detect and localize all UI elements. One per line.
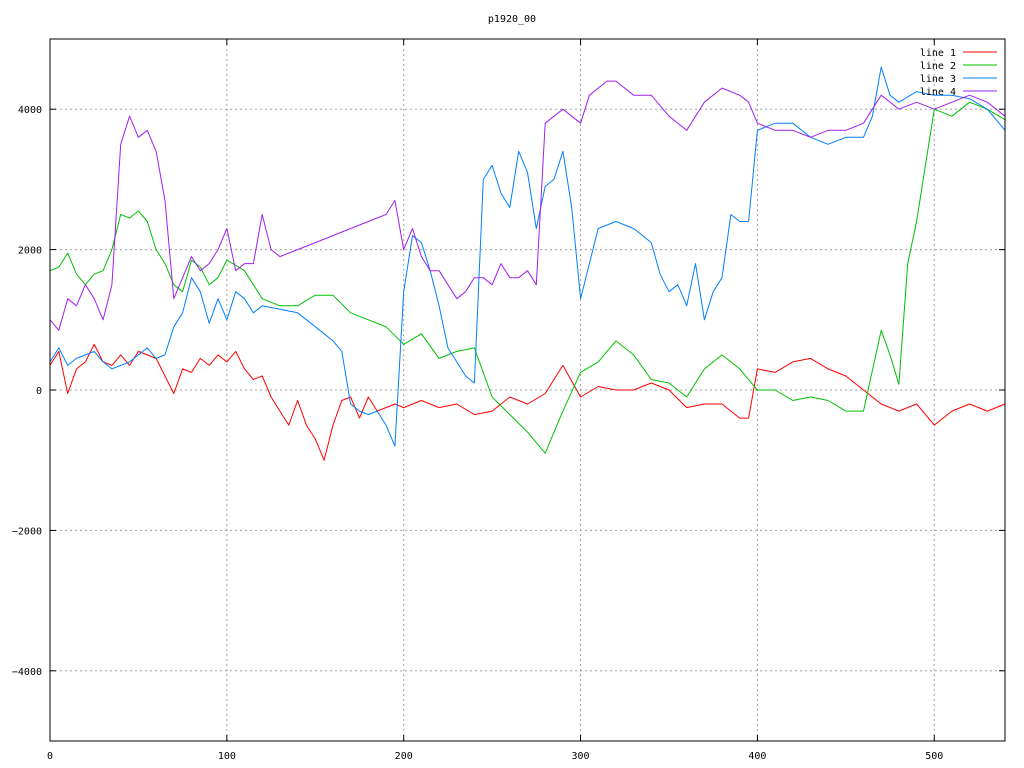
series-line-3: [49, 66, 1006, 447]
x-tick-label: 0: [47, 751, 53, 762]
series-line-4: [49, 80, 1006, 331]
legend: line 1 line 2 line 3 line 4: [920, 48, 997, 98]
x-tick-label: 100: [218, 751, 236, 762]
y-tick-label: 0: [36, 386, 42, 397]
legend-label: line 4: [920, 87, 956, 98]
y-tick-label: 2000: [18, 246, 42, 257]
series-line-2: [49, 101, 1006, 454]
tick-labels: 0 100 200 300 400 500 −4000 −2000 0 2000 4000: [12, 105, 943, 762]
grid-lines: [49, 39, 1005, 741]
x-tick-label: 200: [395, 751, 413, 762]
y-tick-label: 4000: [18, 105, 42, 116]
series-line-1: [49, 343, 1006, 461]
chart-title: p1920_00: [488, 14, 536, 25]
x-tick-label: 400: [748, 751, 766, 762]
y-tick-label: −4000: [12, 667, 42, 678]
legend-label: line 2: [920, 61, 956, 72]
plot-series: [49, 66, 1006, 461]
plot-frame: [49, 38, 1006, 742]
legend-label: line 3: [920, 74, 956, 85]
x-tick-label: 500: [925, 751, 943, 762]
x-tick-label: 300: [572, 751, 590, 762]
legend-label: line 1: [920, 48, 956, 59]
y-tick-label: −2000: [12, 526, 42, 537]
